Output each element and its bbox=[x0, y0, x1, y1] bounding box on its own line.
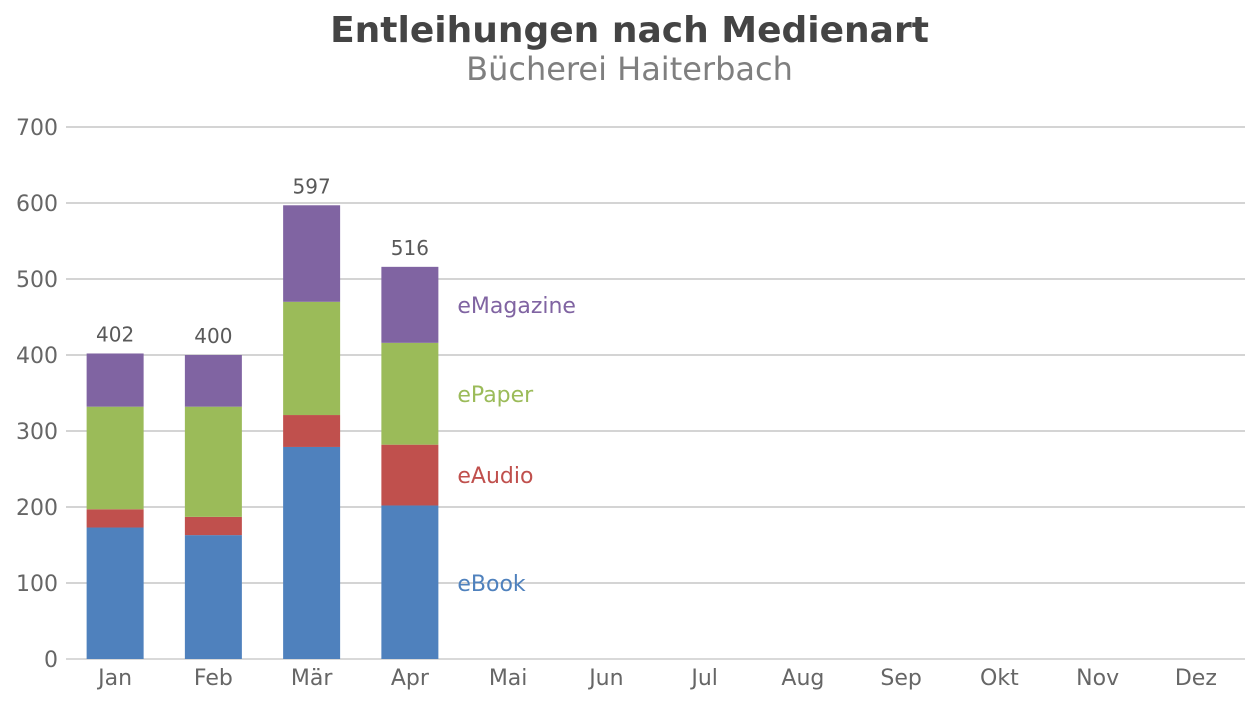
series-label-ebook: eBook bbox=[457, 572, 526, 597]
x-tick-label: Jan bbox=[96, 666, 132, 691]
x-tick-label: Apr bbox=[391, 666, 430, 691]
total-label: 516 bbox=[391, 236, 429, 260]
y-tick-label: 700 bbox=[16, 116, 58, 141]
bar-segment-ebook bbox=[381, 505, 439, 659]
y-tick-label: 200 bbox=[16, 496, 58, 521]
y-tick-label: 0 bbox=[44, 648, 58, 673]
x-tick-label: Okt bbox=[980, 666, 1019, 691]
x-tick-label: Feb bbox=[194, 666, 233, 691]
x-tick-label: Jun bbox=[587, 666, 623, 691]
total-label: 597 bbox=[293, 174, 331, 198]
bar-segment-emagazine bbox=[283, 205, 341, 302]
bar-segment-emagazine bbox=[86, 353, 144, 407]
bar-segment-ebook bbox=[283, 446, 341, 659]
bar-segment-emagazine bbox=[381, 266, 439, 343]
bar-segment-eaudio bbox=[283, 415, 341, 447]
bar-segment-epaper bbox=[283, 301, 341, 416]
bar-segment-eaudio bbox=[184, 516, 242, 536]
bar-segment-emagazine bbox=[184, 355, 242, 407]
bar-segment-epaper bbox=[381, 342, 439, 445]
x-tick-label: Mai bbox=[489, 666, 528, 691]
chart-title: Entleihungen nach Medienart bbox=[330, 10, 929, 51]
x-tick-label: Aug bbox=[781, 666, 824, 691]
bar-segment-eaudio bbox=[86, 509, 144, 528]
series-label-emagazine: eMagazine bbox=[457, 294, 576, 319]
x-tick-label: Jul bbox=[689, 666, 718, 691]
bar-segment-epaper bbox=[86, 406, 144, 510]
y-tick-label: 300 bbox=[16, 420, 58, 445]
x-tick-label: Dez bbox=[1175, 666, 1217, 691]
total-label: 400 bbox=[194, 324, 232, 348]
x-tick-label: Mär bbox=[291, 666, 333, 691]
bar-segment-ebook bbox=[184, 535, 242, 659]
bar-segment-ebook bbox=[86, 527, 144, 659]
bar-segment-eaudio bbox=[381, 444, 439, 506]
x-tick-label: Sep bbox=[880, 666, 921, 691]
y-tick-label: 600 bbox=[16, 192, 58, 217]
y-tick-label: 100 bbox=[16, 572, 58, 597]
bar-segment-epaper bbox=[184, 406, 242, 517]
chart-subtitle: Bücherei Haiterbach bbox=[466, 50, 793, 88]
y-tick-label: 500 bbox=[16, 268, 58, 293]
total-label: 402 bbox=[96, 322, 134, 346]
series-label-eaudio: eAudio bbox=[457, 464, 533, 489]
y-tick-label: 400 bbox=[16, 344, 58, 369]
series-label-epaper: ePaper bbox=[457, 383, 534, 408]
x-tick-label: Nov bbox=[1076, 666, 1119, 691]
